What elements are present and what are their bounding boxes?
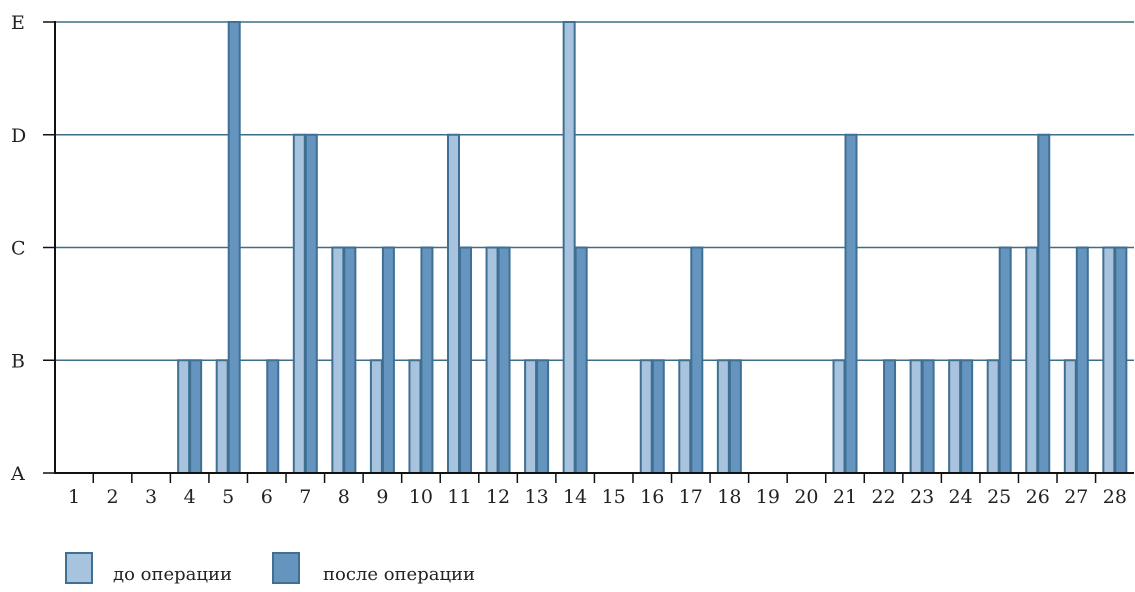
legend-label-before: до операции [113,564,232,585]
x-tick-label-28: 28 [1103,486,1127,508]
bar-after-18 [730,360,741,473]
bar-after-4 [190,360,201,473]
y-tick-label-d: D [11,125,26,147]
x-tick-label-1: 1 [68,486,80,508]
y-tick-label-e: E [11,12,25,34]
x-tick-label-25: 25 [987,486,1011,508]
y-tick-label-a: A [10,463,25,485]
x-tick-label-27: 27 [1064,486,1088,508]
bar-after-7 [306,135,317,473]
bar-after-5 [229,22,240,473]
x-tick-label-11: 11 [447,486,471,508]
x-tick-label-4: 4 [184,486,196,508]
bar-before-12 [487,248,498,474]
bar-before-5 [217,360,228,473]
bar-after-16 [653,360,664,473]
bar-after-26 [1038,135,1049,473]
bar-after-17 [691,248,702,474]
x-tick-label-16: 16 [640,486,664,508]
x-tick-label-10: 10 [409,486,433,508]
bar-before-25 [988,360,999,473]
bar-before-9 [371,360,382,473]
x-tick-label-20: 20 [794,486,818,508]
bar-before-8 [332,248,343,474]
bar-before-11 [448,135,459,473]
bar-after-13 [537,360,548,473]
x-tick-label-26: 26 [1026,486,1050,508]
bar-after-6 [267,360,278,473]
bar-after-10 [421,248,432,474]
bar-before-21 [834,360,845,473]
bar-before-13 [525,360,536,473]
bar-after-25 [1000,248,1011,474]
bar-after-28 [1115,248,1126,474]
bar-before-17 [679,360,690,473]
bar-before-10 [409,360,420,473]
y-tick-label-c: C [11,238,26,260]
x-tick-label-15: 15 [602,486,626,508]
bar-after-24 [961,360,972,473]
x-tick-label-8: 8 [338,486,350,508]
legend: до операции после операции [66,553,475,585]
x-tick-label-2: 2 [107,486,119,508]
y-tick-label-b: B [11,350,25,372]
bar-before-28 [1103,248,1114,474]
bar-before-14 [564,22,575,473]
bar-after-11 [460,248,471,474]
x-tick-label-3: 3 [145,486,157,508]
x-tick-label-21: 21 [833,486,857,508]
x-tick-label-14: 14 [563,486,587,508]
x-tick-label-19: 19 [756,486,780,508]
legend-label-after: после операции [323,564,475,585]
x-tick-label-6: 6 [261,486,273,508]
bar-after-27 [1077,248,1088,474]
x-tick-label-22: 22 [871,486,895,508]
bar-before-4 [178,360,189,473]
x-tick-label-12: 12 [486,486,510,508]
x-tick-label-9: 9 [376,486,388,508]
x-tick-label-24: 24 [949,486,973,508]
bar-after-9 [383,248,394,474]
bar-before-27 [1065,360,1076,473]
x-tick-label-5: 5 [222,486,234,508]
bar-after-22 [884,360,895,473]
bar-before-16 [641,360,652,473]
grid-lines [55,22,1134,360]
bar-before-7 [294,135,305,473]
bar-before-26 [1026,248,1037,474]
bar-after-23 [923,360,934,473]
bar-after-12 [499,248,510,474]
legend-swatch-before [66,553,92,583]
bar-after-21 [846,135,857,473]
bar-after-8 [344,248,355,474]
x-tick-label-18: 18 [717,486,741,508]
bar-before-23 [911,360,922,473]
legend-swatch-after [273,553,299,583]
bar-after-14 [576,248,587,474]
x-tick-label-17: 17 [679,486,703,508]
x-tick-label-23: 23 [910,486,934,508]
bar-before-24 [949,360,960,473]
x-tick-label-13: 13 [525,486,549,508]
x-tick-label-7: 7 [299,486,311,508]
bar-before-18 [718,360,729,473]
